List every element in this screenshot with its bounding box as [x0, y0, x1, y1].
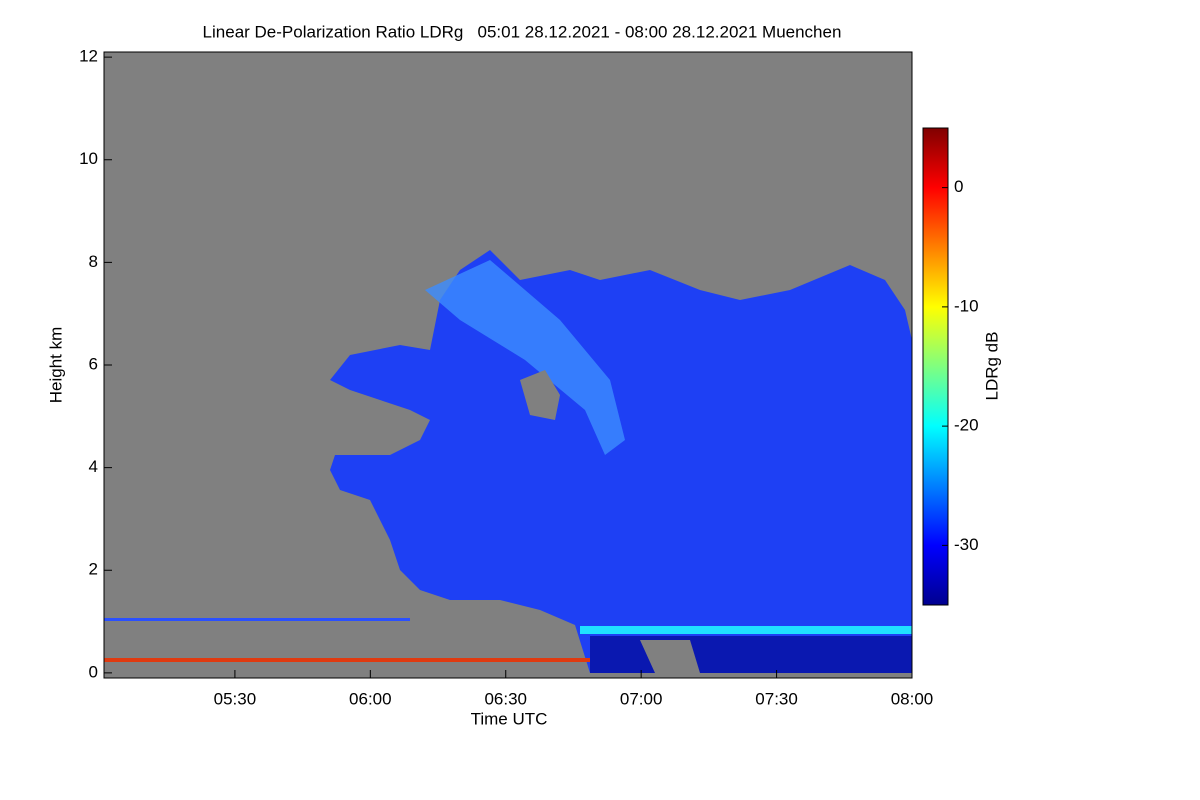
x-tick-label: 06:00 — [349, 689, 392, 708]
surface-line — [104, 658, 590, 662]
x-tick-label: 05:30 — [214, 689, 257, 708]
x-tick-label: 07:00 — [620, 689, 663, 708]
x-tick-label: 06:30 — [484, 689, 527, 708]
y-tick-label: 8 — [89, 252, 98, 271]
x-axis-label: Time UTC — [471, 709, 548, 728]
y-axis-label: Height km — [46, 327, 65, 404]
y-tick-label: 0 — [89, 662, 98, 681]
cloud-gap — [520, 370, 560, 420]
aerosol-line — [104, 618, 410, 621]
y-tick-label: 12 — [79, 47, 98, 66]
cloud-region — [330, 250, 912, 673]
colorbar — [922, 127, 949, 606]
colorbar-tick-label: -10 — [954, 296, 979, 315]
colorbar-label: LDRg dB — [982, 332, 1001, 401]
x-tick-label: 08:00 — [891, 689, 934, 708]
colorbar-tick-label: -30 — [954, 535, 979, 554]
gap-bottom — [640, 640, 700, 673]
plume — [425, 260, 625, 455]
bright-layer — [580, 626, 912, 634]
y-tick-label: 10 — [79, 149, 98, 168]
x-tick-label: 07:30 — [755, 689, 798, 708]
y-tick-label: 4 — [89, 457, 98, 476]
chart-title: Linear De-Polarization Ratio LDRg 05:01 … — [203, 22, 842, 41]
colorbar-tick-label: 0 — [954, 177, 963, 196]
y-tick-label: 2 — [89, 560, 98, 579]
low-layer — [590, 636, 912, 673]
colorbar-tick-label: -20 — [954, 416, 979, 435]
heatmap-field — [104, 52, 912, 678]
y-tick-label: 6 — [89, 354, 98, 373]
